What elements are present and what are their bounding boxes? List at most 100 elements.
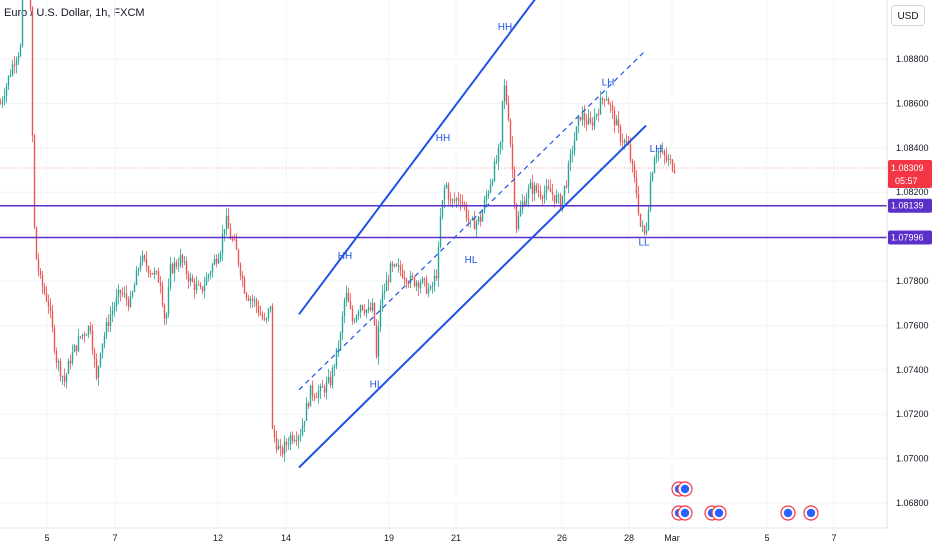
candle-body bbox=[11, 64, 14, 76]
candle-body bbox=[385, 280, 388, 292]
candle-body bbox=[161, 285, 164, 306]
candle-body bbox=[609, 104, 612, 106]
price-axis[interactable]: 1.08800 1.08600 1.08400 1.08200 1.07800 1.076… bbox=[896, 54, 929, 508]
candle-body bbox=[537, 190, 540, 193]
candle-body bbox=[123, 293, 126, 295]
candle-body bbox=[219, 253, 222, 259]
candle-body bbox=[643, 225, 646, 234]
time-axis[interactable]: 5 7 12 14 19 21 26 28 Mar 5 7 bbox=[44, 533, 836, 543]
candle-body bbox=[287, 444, 290, 446]
current-price-tag bbox=[888, 160, 932, 189]
candle-body bbox=[379, 305, 382, 328]
candle-body bbox=[301, 425, 304, 436]
candle-body bbox=[611, 105, 614, 111]
candle-body bbox=[565, 185, 568, 188]
candle-body bbox=[83, 334, 86, 336]
candle-body bbox=[295, 440, 298, 442]
candle-body bbox=[209, 272, 212, 275]
candle-body bbox=[657, 150, 660, 154]
candle-body bbox=[95, 359, 98, 379]
candles bbox=[0, 0, 676, 462]
candle-body bbox=[493, 161, 496, 181]
candle-body bbox=[177, 265, 180, 267]
candle-body bbox=[441, 200, 444, 217]
candle-body bbox=[401, 270, 404, 278]
annotation-label: HH bbox=[498, 22, 512, 33]
candle-body bbox=[597, 114, 600, 116]
candle-body bbox=[595, 114, 598, 117]
bar-countdown: 05:57 bbox=[895, 176, 918, 186]
candle-body bbox=[61, 376, 64, 378]
candle-body bbox=[639, 213, 642, 226]
candle-body bbox=[471, 217, 474, 220]
candle-body bbox=[369, 307, 372, 311]
candle-body bbox=[101, 343, 104, 354]
candle-body bbox=[117, 290, 120, 298]
candle-body bbox=[7, 75, 10, 86]
price-tick-label: 1.07200 bbox=[896, 409, 929, 419]
candle-body bbox=[371, 303, 374, 311]
candle-body bbox=[641, 225, 644, 227]
candle-body bbox=[343, 300, 346, 317]
candle-body bbox=[367, 307, 370, 310]
candle-body bbox=[431, 285, 434, 287]
candle-body bbox=[203, 285, 206, 292]
candle-body bbox=[243, 278, 246, 294]
currency-button[interactable]: USD bbox=[891, 5, 925, 26]
candle-body bbox=[539, 192, 542, 197]
candle-body bbox=[419, 282, 422, 288]
candle-body bbox=[67, 360, 70, 374]
candle-body bbox=[587, 117, 590, 125]
candle-body bbox=[557, 194, 560, 196]
candle-body bbox=[279, 445, 282, 448]
candle-body bbox=[355, 315, 358, 322]
candle-body bbox=[347, 292, 350, 302]
candle-body bbox=[257, 305, 260, 314]
candle-body bbox=[165, 314, 168, 319]
annotations: HH HH HH LH LH HL HL LL bbox=[338, 22, 663, 390]
candle-body bbox=[389, 263, 392, 282]
candle-body bbox=[201, 286, 204, 292]
economic-events[interactable] bbox=[671, 481, 819, 521]
candle-body bbox=[69, 360, 72, 364]
candle-body bbox=[335, 348, 338, 367]
candle-body bbox=[435, 275, 438, 279]
candle-body bbox=[285, 441, 288, 445]
annotation-label: LL bbox=[638, 237, 650, 248]
candle-body bbox=[651, 173, 654, 181]
candle-body bbox=[259, 313, 262, 315]
candle-body bbox=[497, 147, 500, 162]
channel-lower-line bbox=[298, 124, 647, 469]
candle-body bbox=[305, 403, 308, 421]
candle-body bbox=[171, 263, 174, 274]
candle-body bbox=[617, 119, 620, 127]
candle-body bbox=[499, 142, 502, 148]
candle-body bbox=[489, 184, 492, 193]
candle-body bbox=[467, 218, 470, 221]
candle-body bbox=[423, 278, 426, 280]
candle-body bbox=[421, 278, 424, 283]
candle-body bbox=[65, 373, 68, 382]
candle-body bbox=[517, 216, 520, 229]
candle-body bbox=[63, 376, 66, 382]
level-price-label: 1.07996 bbox=[891, 232, 924, 242]
candle-body bbox=[613, 110, 616, 126]
candle-body bbox=[591, 122, 594, 126]
candle-body bbox=[173, 262, 176, 274]
candle-body bbox=[1, 100, 4, 104]
annotation-label: LH bbox=[602, 78, 615, 89]
candle-body bbox=[515, 204, 518, 229]
candle-body bbox=[615, 119, 618, 126]
candle-body bbox=[13, 64, 16, 66]
candle-body bbox=[187, 274, 190, 282]
price-tick-label: 1.07400 bbox=[896, 365, 929, 375]
candle-body bbox=[121, 292, 124, 294]
candle-body bbox=[429, 286, 432, 289]
candle-body bbox=[141, 255, 144, 263]
candle-body bbox=[199, 285, 202, 287]
candle-body bbox=[275, 437, 278, 450]
candle-body bbox=[245, 293, 248, 298]
candle-body bbox=[185, 261, 188, 275]
candle-body bbox=[603, 99, 606, 101]
